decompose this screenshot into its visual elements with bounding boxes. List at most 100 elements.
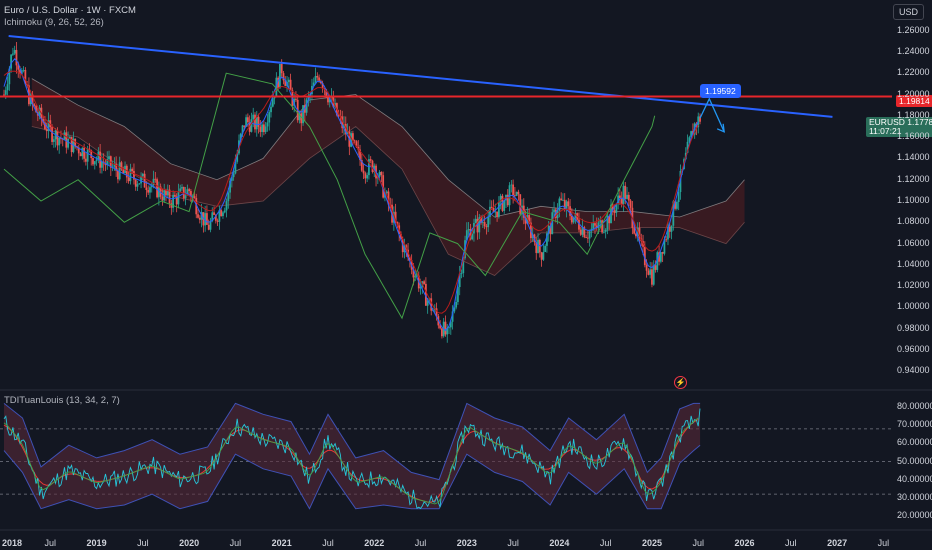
drawings: [0, 34, 892, 133]
candle-body: [67, 138, 69, 148]
candle-body: [371, 160, 374, 172]
candle-body: [181, 187, 183, 189]
candle-body: [578, 219, 580, 230]
time-tick-label: 2027: [827, 538, 848, 548]
grid: [0, 389, 932, 531]
candle-body: [236, 153, 239, 162]
candle-body: [570, 215, 573, 223]
candle-body: [686, 141, 689, 153]
time-tick-label: 2025: [641, 538, 662, 548]
candle-body: [104, 163, 107, 166]
projection-path: [699, 97, 725, 133]
candle-body: [343, 123, 345, 129]
candle-body: [172, 194, 175, 208]
candle-body: [426, 300, 429, 306]
candle-body: [31, 94, 34, 105]
price-tick-label: 1.04000: [897, 258, 930, 269]
candle-body: [369, 159, 372, 161]
candle-body: [353, 140, 356, 142]
price-tick-label: 1.18000: [897, 109, 930, 120]
candle-body: [513, 195, 516, 196]
candle-body: [359, 149, 361, 161]
candle-body: [560, 198, 563, 200]
candle-body: [553, 209, 555, 213]
candle-body: [565, 201, 568, 210]
candle-body: [157, 186, 160, 198]
tdi-legend[interactable]: TDITuanLouis (13, 34, 2, 7): [4, 395, 120, 406]
target-callout[interactable]: 1.19592: [700, 84, 741, 98]
candle-body: [255, 116, 258, 130]
candle-body: [307, 96, 310, 100]
candle-body: [165, 189, 167, 196]
candle-body: [88, 148, 91, 151]
candle-body: [366, 175, 369, 179]
candle-body: [512, 184, 515, 196]
candle-body: [663, 239, 666, 254]
candle-body: [535, 242, 538, 253]
candle-body: [179, 188, 182, 192]
candle-body: [355, 141, 358, 147]
candle-body: [79, 153, 82, 157]
candle-body: [284, 80, 287, 86]
candle-body: [672, 201, 675, 226]
candle-body: [478, 217, 481, 233]
candle-body: [546, 233, 548, 246]
candle-body: [613, 210, 616, 213]
candle-body: [394, 211, 397, 222]
candle-body: [51, 127, 53, 142]
candle-body: [540, 252, 543, 260]
candle-body: [170, 203, 173, 208]
candle-body: [90, 150, 93, 159]
price-tick-label: 1.24000: [897, 45, 930, 56]
candle-body: [47, 120, 50, 132]
price-tick-label: 1.06000: [897, 237, 930, 248]
tdi-panel: [0, 402, 892, 510]
price-tick-label: 0.98000: [897, 322, 930, 333]
candle-body: [380, 171, 383, 176]
candle-body: [213, 212, 215, 215]
candle-body: [115, 163, 118, 171]
time-tick-label: 2024: [549, 538, 570, 548]
tdi-rsi-line: [3, 408, 701, 510]
candle-body: [198, 217, 201, 220]
candle-body: [159, 186, 162, 197]
candle-body: [206, 213, 208, 225]
candle-body: [298, 113, 301, 121]
candle-body: [583, 227, 586, 238]
pair-symbol: EURUSD: [869, 117, 905, 127]
candle-body: [214, 214, 217, 221]
candle-body: [56, 130, 59, 146]
candle-body: [668, 226, 671, 232]
candle-body: [629, 200, 632, 208]
candle-body: [515, 191, 518, 196]
candle-body: [441, 328, 443, 337]
time-tick-label: 2020: [179, 538, 200, 548]
candle-body: [633, 227, 636, 234]
time-tick-label: 2026: [734, 538, 755, 548]
time-tick-label: 2018: [1, 538, 23, 548]
price-tick-label: 0.94000: [897, 365, 930, 376]
candle-body: [184, 195, 187, 199]
ichimoku-legend[interactable]: Ichimoku (9, 26, 52, 26): [4, 17, 104, 28]
candle-body: [241, 125, 244, 134]
price-tick-label: 1.12000: [897, 173, 930, 184]
candle-body: [273, 97, 276, 99]
candle-body: [257, 116, 260, 127]
candle-body: [328, 98, 331, 103]
candle-body: [239, 133, 242, 141]
candle-body: [108, 156, 110, 160]
alert-icon[interactable]: ⚡: [674, 376, 687, 389]
symbol-title[interactable]: Euro / U.S. Dollar · 1W · FXCM: [4, 5, 136, 16]
candle-body: [346, 131, 349, 135]
candle-body: [84, 158, 87, 162]
currency-button[interactable]: USD: [892, 4, 924, 20]
candle-body: [497, 201, 500, 217]
candle-body: [649, 269, 652, 275]
candle-body: [599, 220, 602, 223]
candle-body: [519, 194, 522, 215]
candle-body: [579, 229, 582, 235]
candle-body: [490, 206, 493, 208]
candle-body: [138, 183, 141, 185]
